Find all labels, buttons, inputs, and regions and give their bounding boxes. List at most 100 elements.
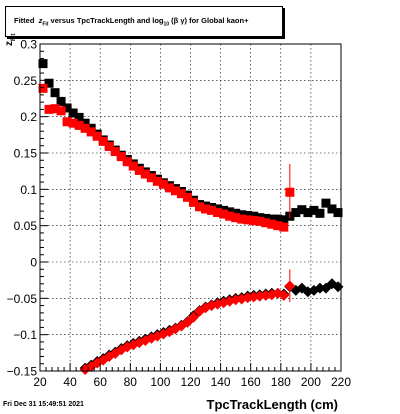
y-tick-label: 0.2 [20, 110, 37, 124]
y-tick-label: −0.15 [7, 365, 38, 379]
square-point-red [176, 189, 186, 199]
square-point-black [315, 208, 325, 218]
square-point-red [38, 83, 48, 93]
square-point-red [189, 197, 199, 207]
footer-timestamp: Fri Dec 31 15:49:51 2021 [3, 401, 84, 408]
y-tick-label: 0.3 [20, 38, 37, 52]
square-point-red [62, 117, 72, 127]
square-point-black [56, 96, 66, 106]
square-point-red [110, 147, 120, 157]
square-point-black [309, 205, 319, 215]
y-axis-label-sub: Fit [11, 33, 17, 41]
square-point-red [92, 131, 102, 141]
square-point-black [273, 214, 283, 224]
square-point-red [237, 214, 247, 224]
square-point-red [104, 141, 114, 151]
square-point-black [68, 108, 78, 118]
square-point-red [255, 216, 265, 226]
square-point-red [249, 216, 259, 226]
diamond-point-red [181, 316, 193, 328]
square-point-red [80, 123, 90, 133]
square-point-red [267, 219, 277, 229]
title-box: Fitted zFit versus TpcTrackLength and lo… [5, 6, 283, 37]
square-point-red [68, 118, 78, 128]
square-point-black [38, 59, 48, 69]
square-point-black [50, 88, 60, 98]
square-point-black [297, 205, 307, 215]
square-point-black [303, 208, 313, 218]
square-point-red [201, 204, 211, 214]
diamond-point-black [314, 282, 326, 294]
square-point-red [213, 208, 223, 218]
x-tick-label: 180 [271, 375, 291, 389]
x-tick-label: 200 [301, 375, 321, 389]
x-axis-label: TpcTrackLength (cm) [206, 397, 338, 412]
x-tick-label: 100 [150, 375, 170, 389]
square-point-red [98, 136, 108, 146]
square-point-red [164, 183, 174, 193]
square-point-red [243, 215, 253, 225]
y-tick-label: −0.05 [7, 292, 38, 306]
square-point-black [321, 198, 331, 208]
title-variable-sub: Fit [42, 21, 49, 28]
diamond-point-red [188, 311, 200, 323]
chart-title: Fitted zFit versus TpcTrackLength and lo… [14, 16, 248, 28]
y-tick-label: 0.15 [14, 147, 38, 161]
square-point-red [116, 152, 126, 162]
square-point-red [152, 176, 162, 186]
title-log-sub: 10 [163, 21, 170, 28]
x-tick-label: 220 [331, 375, 351, 389]
y-tick-label: 0.25 [14, 74, 38, 88]
square-point-red [122, 157, 132, 167]
square-point-red [128, 161, 138, 171]
y-axis-label-main: z [4, 41, 15, 46]
square-point-black [333, 208, 343, 218]
axes-layer: 20 40 60 80 100 120 140 160 180 200 220 −0.15 −0.1 −0… [7, 38, 352, 390]
square-point-black [279, 215, 289, 225]
y-axis-label: zFit [4, 34, 17, 46]
square-point-black [44, 78, 54, 88]
x-tick-label: 20 [33, 375, 47, 389]
title-variable: z [38, 16, 43, 25]
square-point-red [170, 186, 180, 196]
square-point-red [195, 202, 205, 212]
square-point-red [225, 211, 235, 221]
x-tick-label: 60 [94, 375, 108, 389]
square-point-red [74, 120, 84, 130]
x-tick-label: 80 [124, 375, 138, 389]
square-point-red [273, 221, 283, 231]
y-tick-label: 0 [30, 256, 37, 270]
square-point-red [279, 222, 289, 232]
title-middle: versus TpcTrackLength and log [50, 16, 164, 25]
square-point-black [291, 208, 301, 218]
square-point-red [44, 104, 54, 114]
x-tick-label: 40 [63, 375, 77, 389]
square-point-red [231, 213, 241, 223]
square-point-black [267, 214, 277, 224]
square-point-black [80, 118, 90, 128]
square-point-black [327, 204, 337, 214]
y-tick-label: 0.1 [20, 183, 37, 197]
square-point-red [86, 127, 96, 137]
diamond-point-red [284, 280, 296, 292]
diamond-point-red [278, 289, 290, 301]
square-point-red [140, 169, 150, 179]
x-tick-label: 140 [211, 375, 231, 389]
square-point-red [219, 209, 229, 219]
square-point-red [146, 173, 156, 183]
marks-layer [38, 59, 344, 376]
square-point-red [182, 192, 192, 202]
y-tick-label: 0.05 [14, 219, 38, 233]
square-point-red [134, 165, 144, 175]
square-point-black [62, 103, 72, 113]
square-point-black [74, 112, 84, 122]
title-prefix: Fitted [14, 16, 35, 25]
y-tick-label: −0.1 [13, 328, 37, 342]
x-tick-label: 160 [241, 375, 261, 389]
square-point-red [158, 179, 168, 189]
square-point-red [261, 218, 271, 228]
x-tick-label: 120 [180, 375, 200, 389]
square-point-red [50, 104, 60, 114]
square-point-red [207, 205, 217, 215]
